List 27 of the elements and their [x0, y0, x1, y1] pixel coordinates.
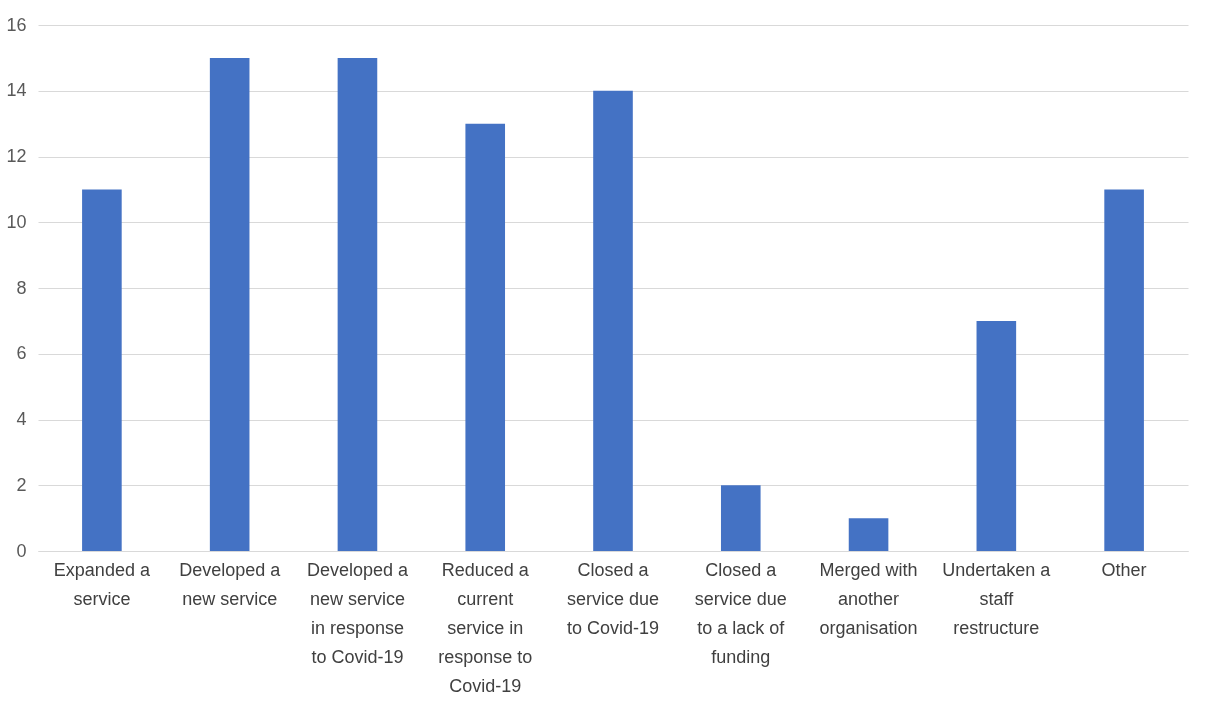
- bar: [1104, 189, 1144, 551]
- bar: [976, 320, 1017, 551]
- x-tick-label: Other: [1101, 559, 1147, 580]
- bar: [593, 90, 633, 551]
- bar: [720, 485, 761, 551]
- bar: [848, 518, 889, 551]
- x-tick-label: Reduced a current service in response to Covid-19: [438, 559, 533, 696]
- y-tick-label: 2: [16, 474, 27, 495]
- bar: [209, 57, 250, 551]
- bar: [82, 189, 122, 551]
- y-tick-label: 10: [6, 211, 27, 232]
- x-tick-label: Expanded a service: [53, 559, 151, 609]
- x-tick-label: Merged with another organisation: [819, 559, 918, 638]
- y-tick-label: 4: [16, 409, 27, 429]
- x-tick-label: Closed a service due to Covid-19: [566, 559, 660, 638]
- bar: [465, 123, 506, 551]
- bar: [337, 57, 378, 551]
- y-tick-label: 0: [16, 540, 27, 561]
- y-tick-label: 8: [16, 277, 27, 298]
- y-tick-label: 12: [6, 146, 27, 166]
- x-tick-label: Undertaken a staff restructure: [942, 559, 1052, 638]
- x-tick-label: Developed a new service: [179, 559, 282, 609]
- x-tick-label: Developed a new service in response to Covid-19: [306, 559, 409, 667]
- y-tick-label: 6: [16, 343, 27, 364]
- y-tick-label: 14: [6, 80, 27, 101]
- x-tick-label: Closed a service due to a lack of funding: [694, 559, 787, 667]
- y-tick-label: 16: [6, 14, 27, 35]
